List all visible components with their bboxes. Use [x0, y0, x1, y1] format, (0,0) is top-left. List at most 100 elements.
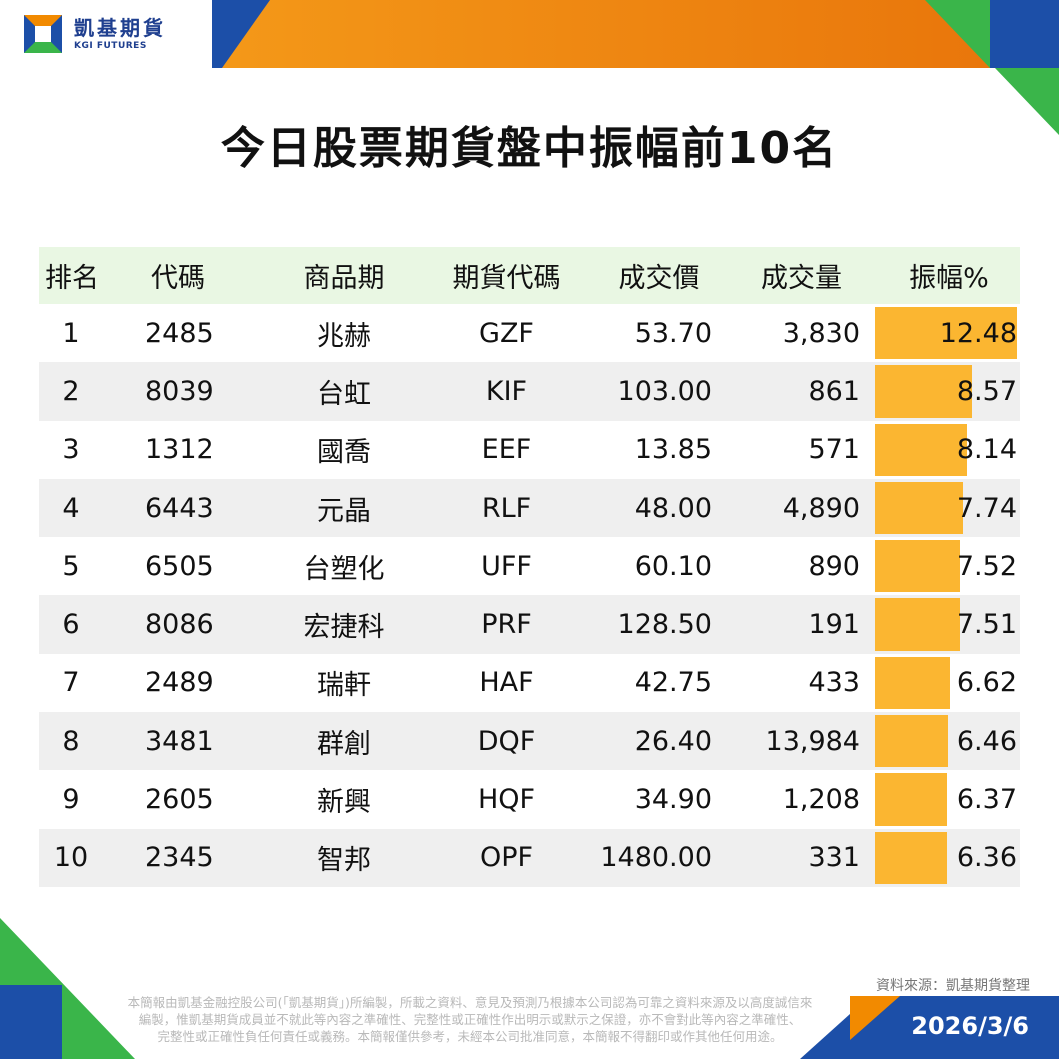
amplitude-bar	[875, 481, 963, 535]
amplitude-bar	[875, 598, 960, 651]
future-code-cell: KIF	[485, 375, 528, 407]
disclaimer: 本簡報由凱基金融控股公司(「凱基期貨」)所編製，所載之資料、意見及預測乃根據本公…	[70, 994, 870, 1045]
volume-cell: 331	[808, 842, 860, 874]
volume-cell: 4,890	[782, 492, 860, 524]
volume-cell: 890	[808, 550, 860, 582]
code-cell: 1312	[145, 434, 214, 466]
rank-cell: 4	[62, 492, 80, 524]
future-code-cell: RLF	[481, 492, 532, 524]
amplitude-bar	[875, 540, 960, 593]
page-title: 今日股票期貨盤中振幅前10名	[220, 123, 839, 174]
disclaimer-line: 編製，惟凱基期貨成員並不就此等內容之準確性、完整性或正確性作出明示或默示之保證，…	[138, 1012, 802, 1027]
future-code-cell: OPF	[479, 842, 534, 874]
name-cell: 台虹	[317, 378, 371, 410]
code-cell: 8086	[145, 609, 214, 641]
table-row: 5 6505 台塑化 UFF 60.10 890 7.52	[39, 537, 1020, 595]
ranking-table: 排名 代碼 商品期 期貨代碼 成交價 成交量 振幅% 1 2485 兆赫 GZF 53.…	[39, 247, 1020, 887]
future-code-cell: HAF	[479, 667, 534, 699]
data-source: 資料來源：凱基期貨整理	[876, 978, 1030, 994]
code-cell: 8039	[145, 375, 214, 407]
future-code-cell: GZF	[479, 317, 534, 349]
amplitude-bar	[875, 773, 947, 826]
table-row: 7 2489 瑞軒 HAF 42.75 433 6.62	[39, 654, 1020, 712]
future-code-cell: EEF	[481, 434, 532, 466]
price-cell: 13.85	[634, 434, 712, 466]
amplitude-bar	[875, 831, 947, 884]
disclaimer-line: 完整性或正確性負任何責任或義務。本簡報僅供參考，未經本公司批准同意，本簡報不得翻…	[157, 1029, 783, 1044]
brand-logo: 凱基期貨 KGI FUTURES	[0, 0, 212, 68]
rank-cell: 6	[62, 609, 80, 641]
rank-cell: 9	[62, 784, 80, 816]
future-code-cell: HQF	[477, 784, 536, 816]
amplitude-value: 8.14	[956, 434, 1017, 466]
table-header-row: 排名 代碼 商品期 期貨代碼 成交價 成交量 振幅%	[39, 247, 1020, 304]
header-band: 凱基期貨 KGI FUTURES	[0, 0, 1059, 68]
code-cell: 2485	[145, 317, 214, 349]
header-code: 代碼	[151, 263, 205, 294]
amplitude-value: 12.48	[939, 317, 1017, 349]
future-code-cell: UFF	[481, 550, 532, 582]
amplitude-value: 6.37	[956, 784, 1017, 816]
header-price: 成交價	[618, 263, 700, 294]
disclaimer-line: 本簡報由凱基金融控股公司(「凱基期貨」)所編製，所載之資料、意見及預測乃根據本公…	[127, 995, 813, 1010]
name-cell: 新興	[317, 787, 371, 819]
table-row: 10 2345 智邦 OPF 1480.00 331 6.36	[39, 828, 1020, 887]
amplitude-value: 6.36	[956, 842, 1017, 874]
code-cell: 3481	[145, 725, 214, 757]
rank-cell: 3	[62, 434, 80, 466]
rank-cell: 8	[62, 725, 80, 757]
table-row: 2 8039 台虹 KIF 103.00 861 8.57	[39, 362, 1020, 421]
amplitude-cell: 12.48	[875, 304, 1020, 362]
code-cell: 2345	[145, 842, 214, 874]
amplitude-bar	[875, 365, 972, 418]
price-cell: 26.40	[634, 725, 712, 757]
amplitude-cell: 6.36	[875, 829, 1020, 887]
table-row: 4 6443 元晶 RLF 48.00 4,890 7.74	[39, 478, 1020, 538]
rank-cell: 2	[62, 375, 80, 407]
code-cell: 2605	[145, 784, 214, 816]
name-cell: 瑞軒	[317, 670, 371, 702]
name-cell: 兆赫	[317, 320, 371, 352]
brand-name-en: KGI FUTURES	[74, 41, 147, 51]
amplitude-value: 6.62	[956, 667, 1017, 699]
volume-cell: 861	[808, 375, 860, 407]
amplitude-bar	[875, 307, 1017, 360]
amplitude-bar	[875, 423, 967, 476]
name-cell: 元晶	[317, 495, 371, 527]
amplitude-value: 7.51	[956, 609, 1017, 641]
rank-cell: 5	[62, 550, 80, 582]
future-code-cell: DQF	[477, 725, 536, 757]
price-cell: 60.10	[634, 550, 712, 582]
code-cell: 6505	[145, 550, 214, 582]
rank-cell: 10	[53, 842, 89, 874]
amplitude-cell: 6.62	[875, 654, 1020, 712]
volume-cell: 571	[808, 434, 860, 466]
volume-cell: 1,208	[782, 784, 860, 816]
price-cell: 34.90	[634, 784, 712, 816]
amplitude-cell: 6.46	[875, 712, 1020, 770]
name-cell: 宏捷科	[303, 612, 385, 644]
amplitude-value: 8.57	[956, 375, 1017, 407]
header-amplitude: 振幅%	[909, 263, 989, 294]
amplitude-cell: 7.52	[875, 537, 1020, 595]
price-cell: 1480.00	[600, 842, 712, 874]
price-cell: 42.75	[634, 667, 712, 699]
name-cell: 群創	[317, 728, 371, 760]
rank-cell: 1	[62, 317, 80, 349]
table-row: 8 3481 群創 DQF 26.40 13,984 6.46	[39, 712, 1020, 771]
report-date: 2026/3/6	[911, 1012, 1029, 1040]
amplitude-cell: 7.74	[875, 479, 1020, 537]
price-cell: 128.50	[617, 609, 712, 641]
amplitude-value: 7.52	[956, 550, 1017, 582]
amplitude-value: 6.46	[956, 725, 1017, 757]
amplitude-bar	[875, 715, 948, 768]
future-code-cell: PRF	[481, 609, 532, 641]
amplitude-bar	[875, 656, 950, 710]
amplitude-cell: 7.51	[875, 595, 1020, 653]
header-future-code: 期貨代碼	[452, 263, 561, 294]
amplitude-cell: 8.14	[875, 421, 1020, 479]
volume-cell: 3,830	[782, 317, 860, 349]
volume-cell: 13,984	[765, 725, 860, 757]
table-row: 3 1312 國喬 EEF 13.85 571 8.14	[39, 421, 1020, 479]
name-cell: 智邦	[317, 845, 371, 877]
